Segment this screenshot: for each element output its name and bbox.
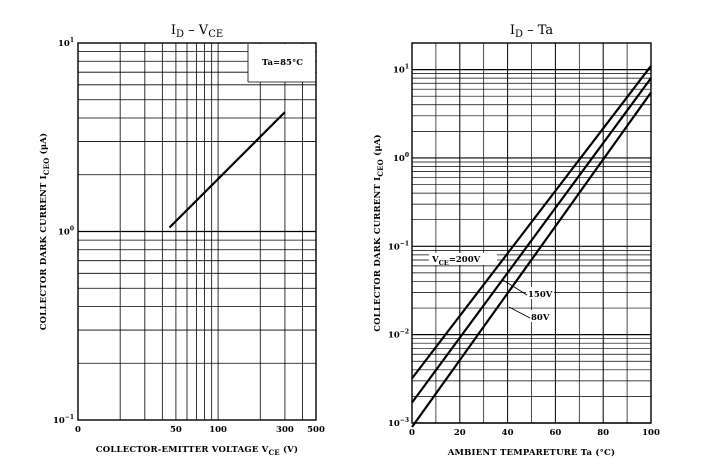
y-tick-label: 100	[58, 226, 74, 238]
leader-line	[502, 279, 528, 296]
series-line	[411, 77, 652, 404]
y-tick-label: 10−2	[388, 329, 409, 341]
x-tick-label: 100	[642, 428, 660, 438]
plot-frame	[411, 42, 652, 424]
chart-title: ID – Ta	[510, 23, 554, 40]
x-axis-label: COLLECTOR-EMITTER VOLTAGE VCE (V)	[96, 444, 298, 457]
series-label-bg	[529, 310, 553, 322]
x-tick-label: 0	[75, 425, 81, 435]
x-tick-label: 500	[307, 425, 325, 435]
leader-line	[508, 306, 531, 319]
annotation-text: Ta=85°C	[262, 58, 303, 68]
series-label-bg	[526, 287, 554, 299]
annotation-box	[248, 44, 315, 82]
x-tick-label: 50	[170, 425, 182, 435]
y-tick-label: 10−1	[388, 240, 409, 252]
x-tick-label: 80	[597, 428, 609, 438]
x-tick-label: 300	[276, 425, 294, 435]
series-label: 80V	[531, 313, 550, 323]
x-tick-label: 60	[549, 428, 561, 438]
x-axis-label: AMBIENT TEMPARETURE Ta (°C)	[447, 447, 616, 458]
y-tick-label: 10−1	[53, 414, 74, 426]
chart-left: Ta=85°C 0 50 100 300 500 10−1 100 101 ID – VCE COL…	[38, 23, 325, 457]
series-label-bg	[429, 253, 497, 265]
y-tick-label: 101	[393, 64, 409, 76]
x-tick-label: 100	[209, 425, 227, 435]
x-tick-label: 40	[502, 428, 514, 438]
series-line	[411, 65, 652, 380]
series-label: 150V	[528, 290, 553, 300]
y-tick-label: 100	[393, 152, 409, 164]
series-line	[411, 91, 652, 428]
chart-right: VCE=200V 150V 80V 0 20 40 60 80 100 10−3 10−2 10−1 1…	[372, 23, 660, 458]
chart-title: ID – VCE	[171, 23, 223, 40]
y-axis-label: COLLECTOR DARK CURRENT ICEO (μA)	[38, 133, 51, 331]
y-tick-label: 101	[58, 37, 74, 49]
x-tick-label: 0	[409, 428, 415, 438]
x-tick-label: 20	[454, 428, 466, 438]
series-line	[168, 111, 286, 229]
series-label: VCE=200V	[431, 255, 481, 267]
y-axis-label: COLLECTOR DARK CURRENT ICEO (μA)	[372, 134, 385, 332]
plot-frame	[77, 42, 317, 421]
y-tick-label: 10−3	[388, 417, 409, 429]
